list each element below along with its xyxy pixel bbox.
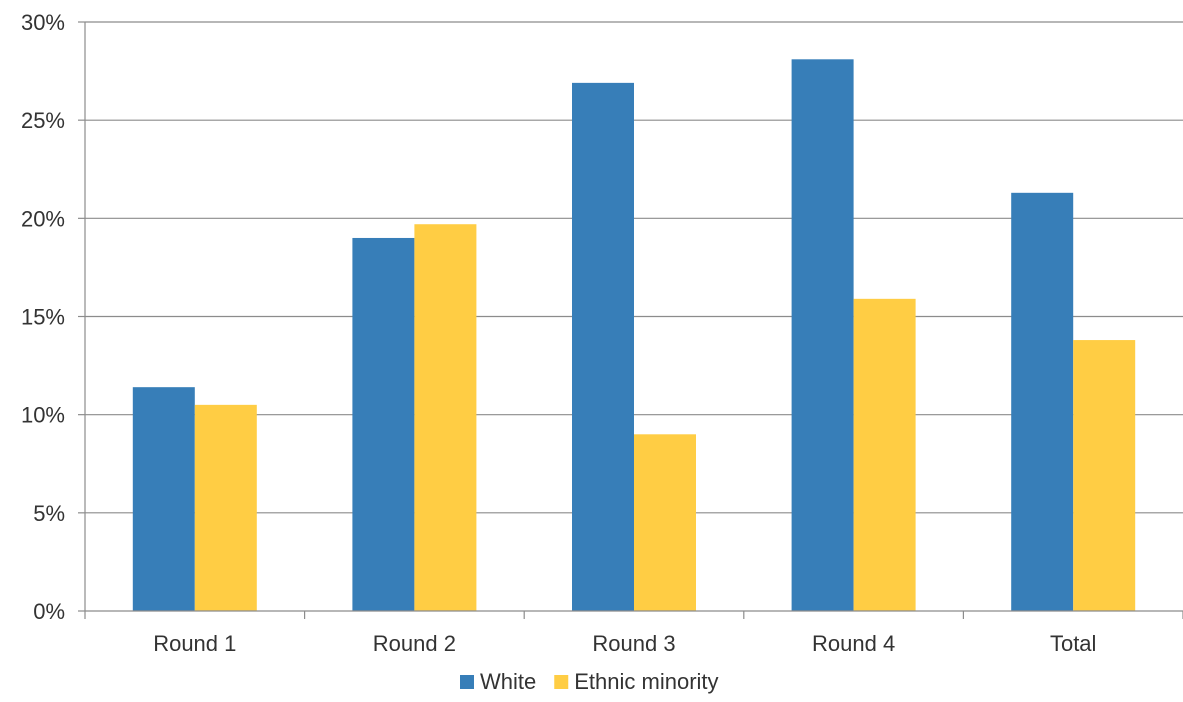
bar-white [572,82,634,611]
bar-ethnic-minority [853,298,916,611]
y-tick-label: 10% [21,403,65,428]
legend-label: Ethnic minority [574,669,718,694]
y-axis-ticks: 0% 5% 10% 15% 20% 25% 30% [21,10,65,624]
y-tick-label: 25% [21,108,65,133]
bar-ethnic-minority [634,434,696,611]
legend-swatch-white [460,675,474,689]
bar-ethnic-minority [414,224,477,611]
bar-white [791,59,854,611]
bar-white [352,237,415,611]
y-tick-label: 0% [33,599,65,624]
y-tick-label: 30% [21,10,65,35]
x-tick-label: Round 2 [373,631,456,656]
bars [132,59,1136,611]
x-axis: Round 1 Round 2 Round 3 Round 4 Total [78,21,1183,656]
y-tick-label: 5% [33,501,65,526]
legend-label: White [480,669,536,694]
bar-ethnic-minority [194,404,257,611]
bar-white [132,387,195,611]
bar-ethnic-minority [1073,340,1136,611]
x-tick-label: Round 3 [592,631,675,656]
y-tick-label: 20% [21,206,65,231]
legend: White Ethnic minority [460,669,719,694]
x-tick-label: Round 1 [153,631,236,656]
legend-swatch-ethnic-minority [554,675,569,689]
bar-white [1011,192,1074,611]
x-tick-label: Total [1050,631,1096,656]
y-tick-label: 15% [21,305,65,330]
x-tick-label: Round 4 [812,631,895,656]
